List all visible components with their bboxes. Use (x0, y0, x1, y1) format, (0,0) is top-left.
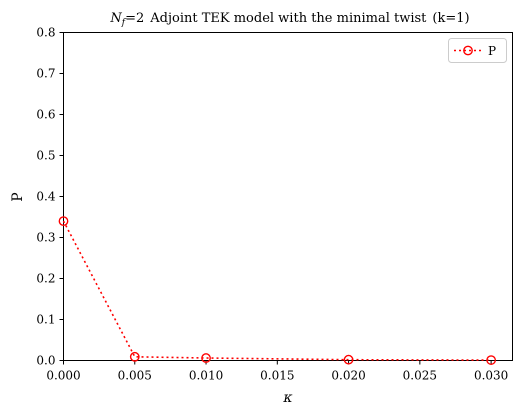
x-axis-ticks: 0.000 0.005 0.010 0.015 0.020 0.025 0.030 (46, 360, 508, 383)
legend-box (448, 38, 507, 63)
data-point (58, 216, 69, 227)
chart-title: Nf=2 Adjoint TEK model with the minimal t… (109, 11, 469, 28)
data-point (129, 351, 140, 362)
y-tick-label: 0.2 (36, 272, 55, 286)
legend: P (448, 38, 507, 63)
legend-marker (463, 45, 473, 56)
y-tick-label: 0.6 (36, 108, 55, 122)
y-axis-label: P (10, 192, 26, 201)
data-point (201, 353, 211, 363)
data-point (343, 354, 354, 365)
y-tick-label: 0.4 (36, 190, 55, 204)
plot-frame (63, 32, 513, 361)
x-tick-label: 0.025 (403, 369, 437, 383)
series-line (62, 220, 492, 361)
y-tick-label: 0.7 (36, 67, 55, 81)
x-axis-label: κ (282, 390, 292, 406)
y-axis-ticks: 0.0 0.1 0.2 0.3 0.4 0.5 0.6 0.7 0.8 (36, 26, 64, 368)
x-tick-label: 0.020 (331, 369, 365, 383)
y-tick-label: 0.1 (36, 313, 55, 327)
legend-label: P (488, 44, 496, 58)
series-layer (58, 216, 497, 365)
x-tick-label: 0.005 (118, 369, 152, 383)
y-tick-label: 0.5 (36, 149, 55, 163)
x-tick-label: 0.030 (474, 369, 508, 383)
y-tick-label: 0.3 (36, 231, 55, 245)
x-tick-label: 0.000 (46, 369, 80, 383)
x-tick-label: 0.010 (189, 369, 223, 383)
x-tick-label: 0.015 (260, 369, 294, 383)
y-tick-label: 0.8 (36, 26, 55, 40)
data-point (486, 355, 497, 365)
y-tick-label: 0.0 (36, 354, 55, 368)
